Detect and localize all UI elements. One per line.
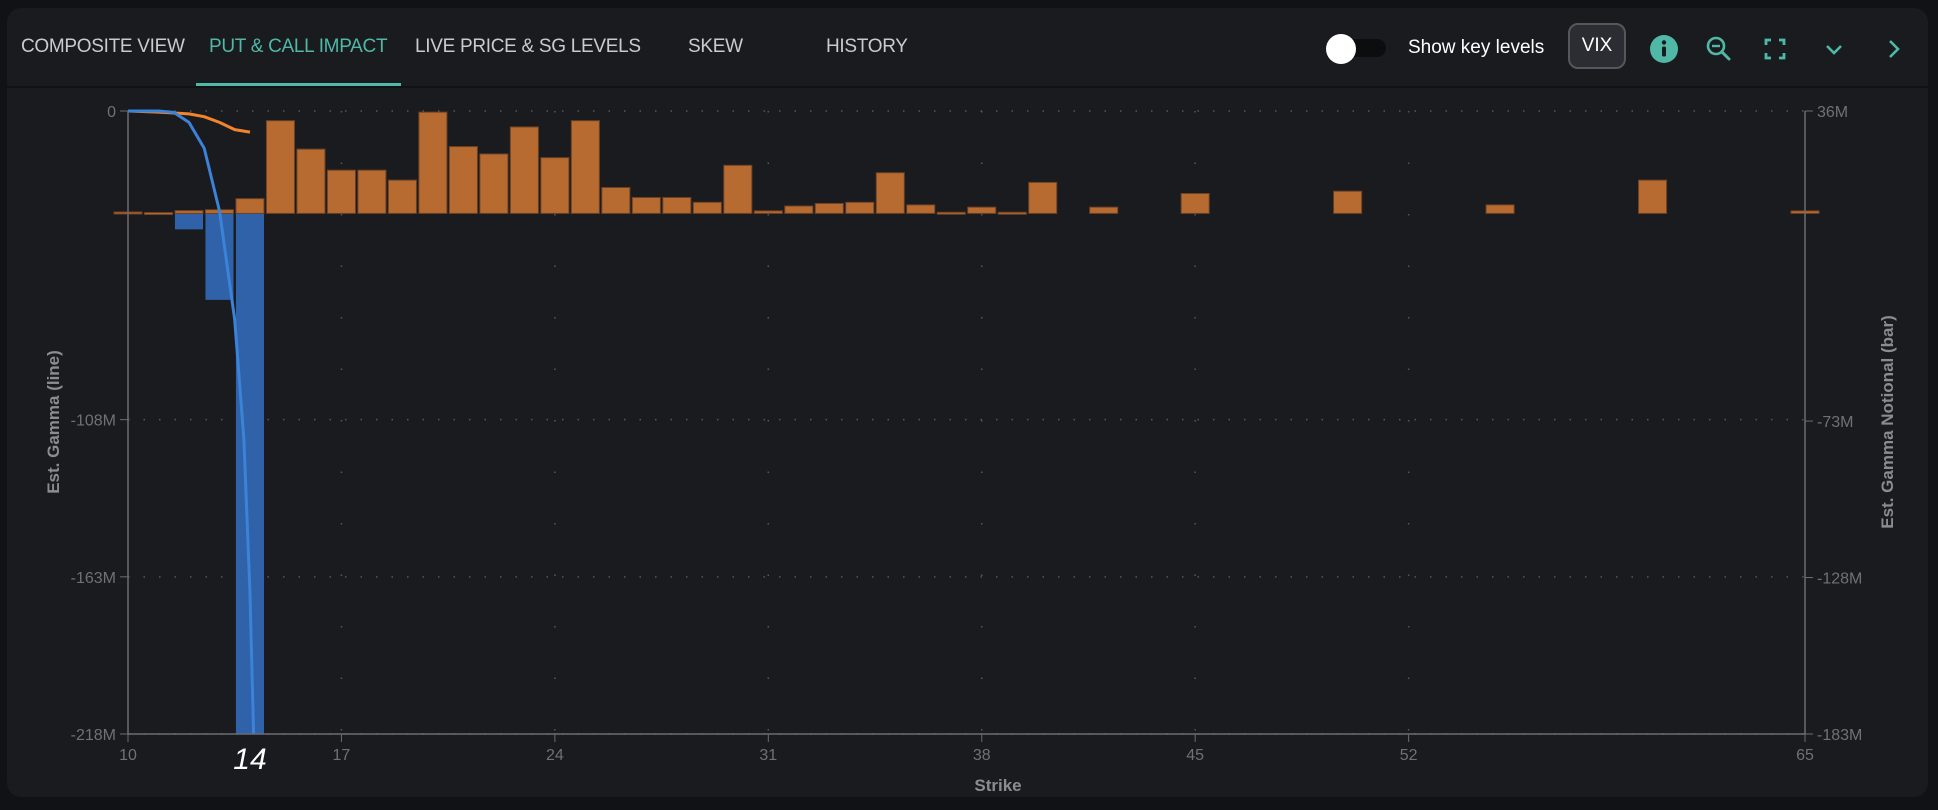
right-axis-label: Est. Gamma Notional (bar) (1878, 315, 1897, 528)
x-tick-label: 17 (333, 747, 351, 764)
call-bar (448, 146, 478, 214)
call-bar (326, 169, 356, 214)
x-tick-label: 10 (119, 747, 137, 764)
x-tick-label: 38 (973, 747, 991, 764)
call-bar (265, 120, 295, 214)
y-tick-label-right: -128M (1817, 571, 1862, 588)
call-bar (235, 198, 265, 214)
y-tick-label-right: -73M (1817, 414, 1853, 431)
zoom-out-icon[interactable] (1704, 34, 1734, 64)
put-bar (174, 213, 204, 230)
tab-skew[interactable]: SKEW (688, 36, 743, 57)
call-bar (570, 120, 600, 214)
call-bar (784, 205, 814, 214)
price-marker-label: 14 (233, 743, 266, 776)
fullscreen-icon[interactable] (1760, 34, 1790, 64)
header-bar: COMPOSITE VIEW PUT & CALL IMPACT LIVE PR… (7, 8, 1928, 88)
axes: 10 17 24 31 38 45 52 65 0 -108M -163M -218M 36M -73M -… (71, 104, 1863, 764)
active-tab-indicator (196, 83, 401, 86)
put-gamma-line (128, 109, 256, 735)
call-bar (1485, 204, 1515, 214)
tab-history[interactable]: HISTORY (826, 36, 908, 57)
call-bar (845, 201, 875, 214)
key-levels-label: Show key levels (1408, 37, 1545, 58)
x-axis-label: Strike (974, 776, 1021, 795)
call-bar (357, 169, 387, 214)
call-bar (540, 157, 570, 214)
call-bar (1028, 181, 1058, 214)
y-tick-label-left: -108M (71, 413, 116, 430)
call-bar (296, 148, 326, 214)
lines (127, 109, 256, 735)
call-bar (814, 202, 844, 214)
call-bar (1180, 192, 1210, 214)
call-bar (692, 201, 722, 214)
y-tick-label-left: 0 (107, 104, 116, 121)
chart-card: COMPOSITE VIEW PUT & CALL IMPACT LIVE PR… (7, 8, 1928, 797)
x-tick-label: 31 (759, 747, 777, 764)
call-bar (601, 187, 631, 214)
y-tick-label-left: -218M (71, 727, 116, 744)
bars (113, 111, 1820, 735)
tab-live-price-sg-levels[interactable]: LIVE PRICE & SG LEVELS (415, 36, 641, 57)
call-bar (662, 196, 692, 214)
x-tick-label: 45 (1186, 747, 1204, 764)
call-bar (479, 153, 509, 214)
call-bar (174, 210, 204, 214)
ticker-button[interactable]: VIX (1568, 23, 1626, 69)
put-bar (235, 213, 264, 735)
x-tick-label: 52 (1400, 747, 1418, 764)
call-bar (1089, 206, 1119, 214)
x-tick-label: 24 (546, 747, 564, 764)
tab-put-call-impact[interactable]: PUT & CALL IMPACT (209, 36, 388, 57)
x-tick-label: 65 (1796, 747, 1814, 764)
call-bar (143, 212, 174, 216)
call-bar (1638, 179, 1668, 214)
tab-composite-view[interactable]: COMPOSITE VIEW (21, 36, 185, 57)
call-bar (631, 196, 661, 214)
call-bar (997, 211, 1027, 215)
call-bar (387, 179, 417, 214)
y-tick-label-right: -183M (1817, 727, 1862, 744)
call-bar (967, 206, 997, 214)
call-bar (418, 111, 448, 214)
chevron-right-icon[interactable] (1878, 34, 1908, 64)
call-bar (936, 211, 966, 215)
key-levels-toggle[interactable] (1326, 34, 1388, 64)
chevron-down-icon[interactable] (1819, 34, 1849, 64)
call-bar (1333, 190, 1363, 214)
info-icon[interactable] (1649, 34, 1679, 64)
y-tick-label-left: -163M (71, 570, 116, 587)
call-bar (875, 172, 905, 214)
call-bar (906, 204, 936, 214)
call-bar (723, 164, 753, 214)
left-axis-label: Est. Gamma (line) (44, 350, 63, 494)
call-bar (509, 126, 539, 214)
call-bar (753, 210, 783, 214)
y-tick-label-right: 36M (1817, 104, 1848, 121)
